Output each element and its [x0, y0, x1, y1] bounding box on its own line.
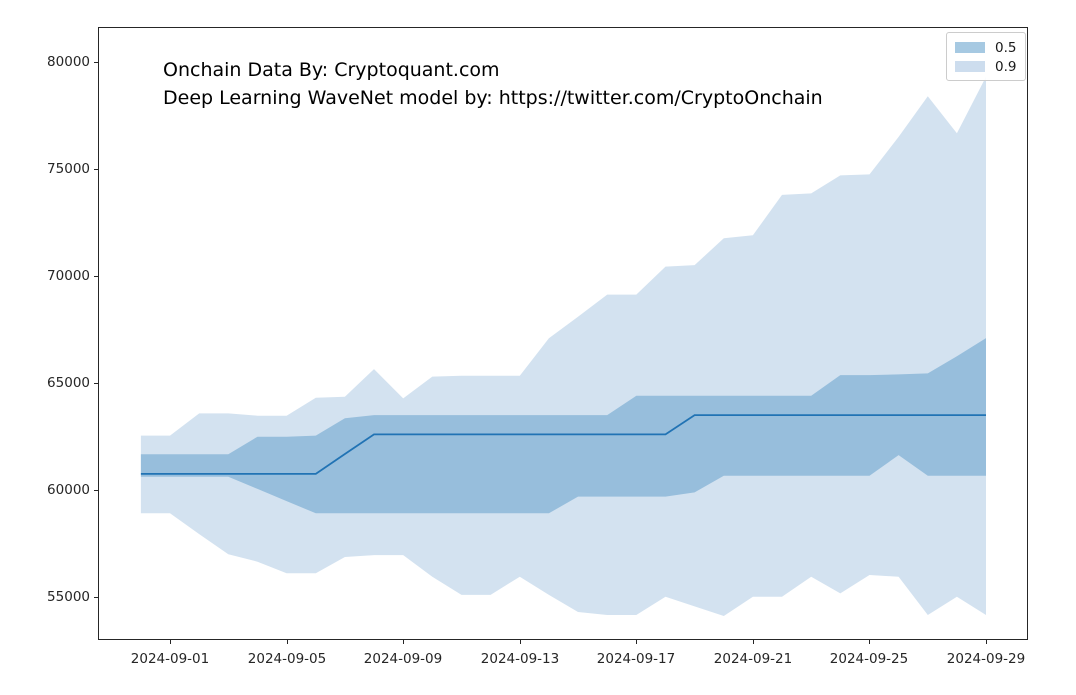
x-tick-label: 2024-09-29	[946, 651, 1026, 667]
legend-label-q90: 0.9	[995, 58, 1017, 75]
x-tick-label: 2024-09-09	[363, 651, 443, 667]
x-tick-label: 2024-09-01	[130, 651, 210, 667]
quantile-band-0.9	[140, 76, 986, 617]
annotation-line-1: Onchain Data By: Cryptoquant.com	[163, 59, 500, 81]
x-tick-label: 2024-09-21	[713, 651, 793, 667]
x-tick-label: 2024-09-05	[247, 651, 327, 667]
annotation-line-2: Deep Learning WaveNet model by: https://…	[163, 86, 823, 109]
x-tick-label: 2024-09-13	[480, 651, 560, 667]
y-tick-label: 60000	[47, 482, 90, 498]
legend-swatch-q50	[955, 42, 985, 53]
legend-label-q50: 0.5	[995, 39, 1017, 56]
legend: 0.5 0.9	[946, 32, 1027, 81]
median-line	[140, 414, 986, 475]
axes-frame	[98, 27, 1028, 640]
quantile-band-0.5	[140, 338, 986, 514]
x-tick-label: 2024-09-17	[596, 651, 676, 667]
y-tick-label: 80000	[47, 54, 90, 70]
legend-item-q50: 0.5	[955, 38, 1016, 57]
legend-item-q90: 0.9	[955, 57, 1016, 76]
y-tick-label: 70000	[47, 268, 90, 284]
y-tick-label: 75000	[47, 161, 90, 177]
legend-swatch-q90	[955, 61, 985, 72]
x-tick-label: 2024-09-25	[829, 651, 909, 667]
y-tick-label: 65000	[47, 375, 90, 391]
chart-annotation: Onchain Data By: Cryptoquant.com Deep Le…	[163, 57, 823, 112]
y-tick-label: 55000	[47, 589, 90, 605]
